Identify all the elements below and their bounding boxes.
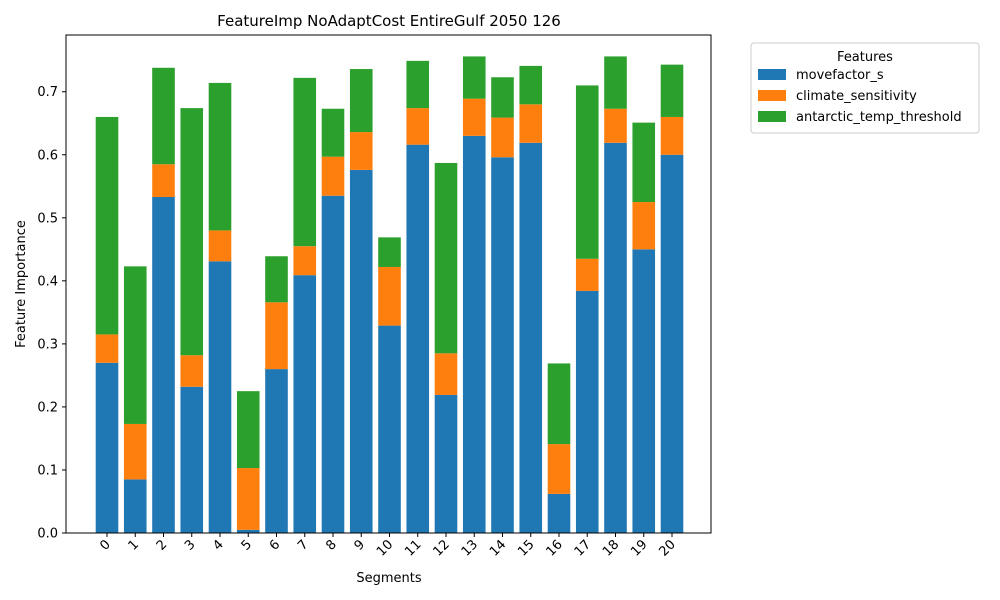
bar-climate-sensitivity-segment-4	[208, 230, 232, 262]
bar-antarctic-temp-threshold-segment-5	[236, 391, 260, 469]
bar-climate-sensitivity-segment-2	[152, 164, 175, 198]
bar-antarctic-temp-threshold-segment-2	[152, 67, 175, 165]
bar-climate-sensitivity-segment-1	[123, 423, 147, 480]
bar-movefactor-s-segment-2	[152, 197, 175, 533]
bar-movefactor-s-segment-3	[180, 386, 204, 533]
bar-movefactor-s-segment-14	[491, 157, 514, 534]
bar-climate-sensitivity-segment-11	[406, 108, 430, 145]
legend-frame	[750, 42, 980, 134]
bar-movefactor-s-segment-10	[378, 325, 401, 533]
bar-movefactor-s-segment-8	[321, 195, 345, 533]
y-tick-label: 0.2	[37, 400, 58, 415]
bar-antarctic-temp-threshold-segment-8	[321, 108, 345, 157]
bar-climate-sensitivity-segment-7	[293, 246, 317, 276]
bar-climate-sensitivity-segment-20	[660, 116, 684, 155]
legend: Features movefactor_s climate_sensitivity…	[750, 42, 980, 134]
bar-antarctic-temp-threshold-segment-15	[519, 65, 543, 105]
bar-antarctic-temp-threshold-segment-13	[462, 56, 486, 99]
legend-label-climate-sensitivity: climate_sensitivity	[796, 89, 917, 104]
bar-antarctic-temp-threshold-segment-4	[208, 82, 232, 231]
legend-swatch-antarctic-temp-threshold	[758, 111, 786, 122]
bar-antarctic-temp-threshold-segment-7	[293, 77, 317, 247]
bar-movefactor-s-segment-1	[123, 479, 147, 533]
y-tick-label: 0.7	[37, 85, 58, 100]
bar-movefactor-s-segment-20	[660, 154, 684, 533]
legend-title: Features	[837, 50, 893, 65]
bar-antarctic-temp-threshold-segment-3	[180, 108, 204, 356]
legend-label-movefactor-s: movefactor_s	[796, 68, 884, 83]
bar-antarctic-temp-threshold-segment-9	[349, 69, 373, 133]
bar-movefactor-s-segment-18	[604, 142, 627, 534]
bar-climate-sensitivity-segment-17	[575, 258, 599, 291]
bar-antarctic-temp-threshold-segment-20	[660, 64, 684, 117]
bar-antarctic-temp-threshold-segment-19	[632, 122, 656, 203]
y-tick-label: 0.5	[37, 211, 58, 226]
bar-climate-sensitivity-segment-15	[519, 104, 543, 143]
bar-movefactor-s-segment-19	[632, 249, 656, 533]
bar-climate-sensitivity-segment-12	[434, 353, 458, 395]
bar-antarctic-temp-threshold-segment-17	[575, 85, 599, 259]
bar-climate-sensitivity-segment-14	[491, 117, 514, 158]
bar-antarctic-temp-threshold-segment-10	[378, 237, 401, 267]
y-tick-label: 0.4	[37, 274, 58, 289]
bar-movefactor-s-segment-16	[547, 493, 571, 533]
y-tick-label: 0.1	[37, 463, 58, 478]
bar-climate-sensitivity-segment-16	[547, 444, 571, 494]
bar-antarctic-temp-threshold-segment-6	[265, 256, 288, 303]
bar-movefactor-s-segment-0	[95, 362, 119, 533]
bar-movefactor-s-segment-15	[519, 142, 543, 534]
y-tick-label: 0.3	[37, 337, 58, 352]
bar-antarctic-temp-threshold-segment-1	[123, 266, 147, 424]
legend-swatch-movefactor-s	[758, 69, 786, 80]
bar-antarctic-temp-threshold-segment-11	[406, 60, 430, 109]
bar-climate-sensitivity-segment-9	[349, 132, 373, 170]
bar-climate-sensitivity-segment-0	[95, 334, 119, 363]
bar-climate-sensitivity-segment-8	[321, 156, 345, 196]
bar-movefactor-s-segment-5	[236, 529, 260, 533]
bar-movefactor-s-segment-11	[406, 144, 430, 533]
bar-movefactor-s-segment-17	[575, 290, 599, 533]
bar-climate-sensitivity-segment-18	[604, 108, 627, 143]
bar-antarctic-temp-threshold-segment-18	[604, 56, 627, 109]
plot-frame	[65, 34, 712, 534]
legend-label-antarctic-temp-threshold: antarctic_temp_threshold	[796, 110, 962, 125]
bar-climate-sensitivity-segment-6	[265, 302, 288, 370]
bar-climate-sensitivity-segment-19	[632, 202, 656, 250]
bar-climate-sensitivity-segment-13	[462, 98, 486, 136]
bar-climate-sensitivity-segment-3	[180, 355, 204, 387]
y-tick-label: 0.0	[37, 527, 58, 542]
bar-antarctic-temp-threshold-segment-14	[491, 77, 514, 118]
bar-movefactor-s-segment-7	[293, 275, 317, 533]
legend-swatch-climate-sensitivity	[758, 90, 786, 101]
bar-antarctic-temp-threshold-segment-16	[547, 363, 571, 445]
bar-movefactor-s-segment-4	[208, 261, 232, 533]
bar-antarctic-temp-threshold-segment-0	[95, 116, 119, 335]
bars-layer	[95, 56, 684, 534]
bar-movefactor-s-segment-13	[462, 135, 486, 534]
chart-title: FeatureImp NoAdaptCost EntireGulf 2050 1…	[217, 12, 561, 30]
x-axis-label: Segments	[356, 571, 422, 586]
bar-climate-sensitivity-segment-5	[236, 468, 260, 530]
bar-movefactor-s-segment-6	[265, 369, 288, 533]
bar-antarctic-temp-threshold-segment-12	[434, 162, 458, 354]
y-axis-label: Feature Importance	[14, 220, 29, 348]
bar-movefactor-s-segment-9	[349, 169, 373, 533]
bar-climate-sensitivity-segment-10	[378, 266, 401, 326]
y-tick-label: 0.6	[37, 148, 58, 163]
bar-movefactor-s-segment-12	[434, 394, 458, 533]
